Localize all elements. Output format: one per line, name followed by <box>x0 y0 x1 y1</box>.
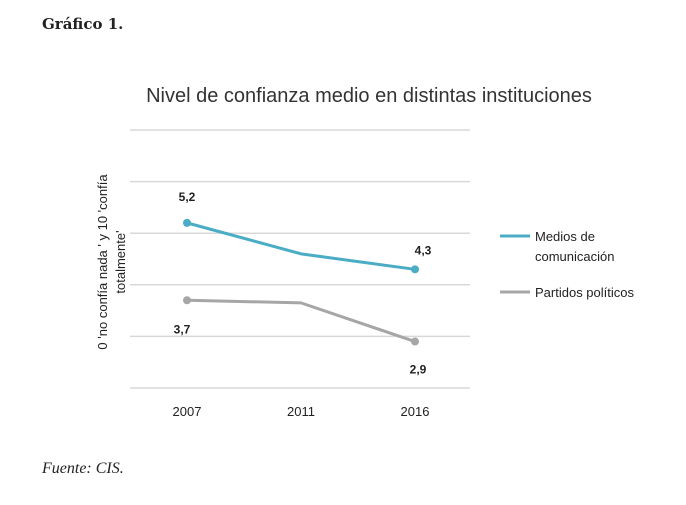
legend: Medios de comunicación Partidos políticos <box>500 229 634 300</box>
y-axis-label: 0 'no confía nada ' y 10 'confía totalme… <box>95 174 128 350</box>
legend-label: Medios de <box>535 229 595 244</box>
series-2: 3,7 2,9 <box>174 296 427 377</box>
source-note: Fuente: CIS. <box>42 460 124 477</box>
series-layer: 5,2 4,3 3,7 2,9 <box>174 190 432 377</box>
x-tick-label: 2011 <box>287 404 315 419</box>
data-point <box>183 218 191 227</box>
data-point <box>411 265 419 274</box>
data-point <box>411 337 419 346</box>
data-point <box>183 296 191 305</box>
y-axis-label-line-1: 0 'no confía nada ' y 10 'confía <box>95 174 110 350</box>
chart-title: Nivel de confianza medio en distintas in… <box>146 85 592 107</box>
figure-heading: Gráfico 1. <box>42 15 124 33</box>
data-label: 3,7 <box>174 322 191 336</box>
y-axis-label-line-2: totalmente' <box>113 230 128 293</box>
legend-label: comunicación <box>535 249 615 264</box>
series-1: 5,2 4,3 <box>179 190 432 274</box>
x-axis-ticks: 2007 2011 2016 <box>173 404 430 419</box>
data-label: 5,2 <box>179 190 196 204</box>
series-line <box>186 221 416 271</box>
data-label: 4,3 <box>415 243 432 257</box>
gridlines <box>130 129 470 389</box>
data-label: 2,9 <box>410 363 427 377</box>
x-tick-label: 2016 <box>401 404 430 419</box>
x-tick-label: 2007 <box>173 404 202 419</box>
series-line <box>186 298 416 343</box>
legend-label: Partidos políticos <box>535 285 634 300</box>
